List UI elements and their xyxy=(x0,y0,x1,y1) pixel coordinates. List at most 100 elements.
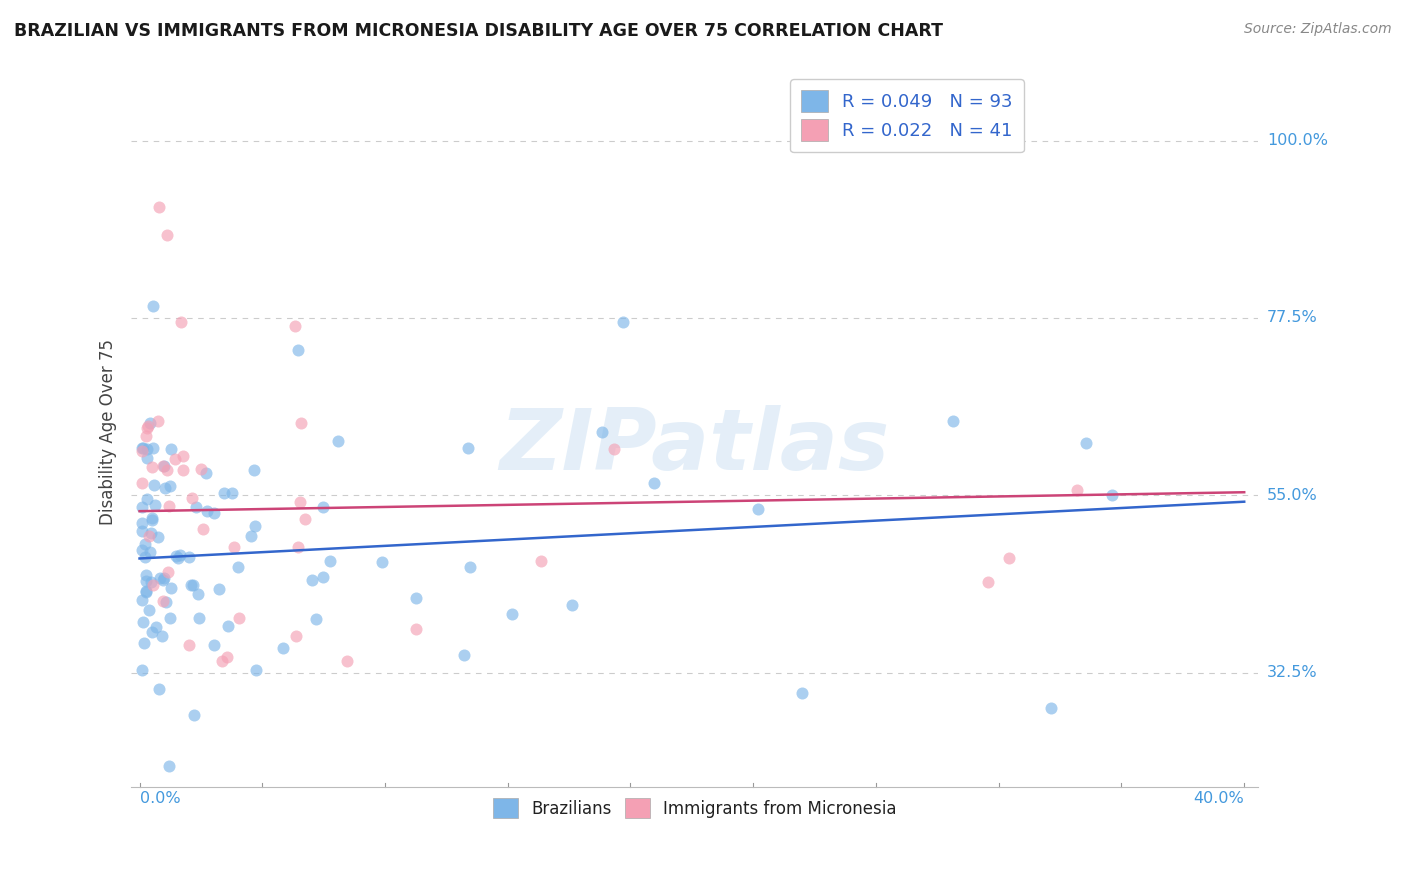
Point xyxy=(139,417,162,431)
Point xyxy=(135,584,157,599)
Point xyxy=(208,582,231,596)
Point xyxy=(132,441,155,455)
Point xyxy=(211,654,233,668)
Point xyxy=(195,504,218,518)
Point xyxy=(143,478,166,492)
Point xyxy=(284,318,307,333)
Point xyxy=(312,500,335,514)
Point xyxy=(157,759,180,773)
Point xyxy=(336,654,359,668)
Point xyxy=(643,476,665,491)
Text: BRAZILIAN VS IMMIGRANTS FROM MICRONESIA DISABILITY AGE OVER 75 CORRELATION CHART: BRAZILIAN VS IMMIGRANTS FROM MICRONESIA … xyxy=(14,22,943,40)
Point xyxy=(187,587,209,601)
Text: Source: ZipAtlas.com: Source: ZipAtlas.com xyxy=(1244,22,1392,37)
Point xyxy=(530,554,553,568)
Point xyxy=(159,478,181,492)
Point xyxy=(245,518,267,533)
Point xyxy=(157,499,180,513)
Point xyxy=(145,620,167,634)
Point xyxy=(290,416,312,430)
Point xyxy=(131,500,153,515)
Point xyxy=(977,574,1000,589)
Point xyxy=(287,540,309,554)
Point xyxy=(131,615,153,629)
Point xyxy=(156,463,179,477)
Point xyxy=(134,550,156,565)
Point xyxy=(1066,483,1088,497)
Point xyxy=(326,434,349,448)
Point xyxy=(180,491,202,505)
Point xyxy=(131,663,153,677)
Point xyxy=(179,638,201,652)
Point xyxy=(271,640,294,655)
Point xyxy=(156,228,179,243)
Point xyxy=(245,664,267,678)
Text: 100.0%: 100.0% xyxy=(1267,133,1329,148)
Y-axis label: Disability Age Over 75: Disability Age Over 75 xyxy=(100,339,117,525)
Point xyxy=(148,414,170,428)
Point xyxy=(602,442,624,457)
Point xyxy=(149,571,172,585)
Point xyxy=(190,462,212,476)
Point xyxy=(304,612,326,626)
Point xyxy=(136,492,159,507)
Point xyxy=(591,425,613,440)
Point xyxy=(212,486,235,500)
Point xyxy=(172,463,194,477)
Point xyxy=(177,549,200,564)
Point xyxy=(221,486,243,500)
Point xyxy=(458,560,481,574)
Point xyxy=(139,526,162,541)
Point xyxy=(183,708,205,723)
Point xyxy=(148,200,170,214)
Point xyxy=(141,511,163,525)
Point xyxy=(153,458,176,473)
Point xyxy=(1039,701,1062,715)
Point xyxy=(163,452,186,467)
Point xyxy=(166,551,188,566)
Point xyxy=(319,554,342,568)
Point xyxy=(170,315,193,329)
Point xyxy=(157,565,180,579)
Point xyxy=(370,555,392,569)
Text: 55.0%: 55.0% xyxy=(1267,488,1317,503)
Point xyxy=(152,594,174,608)
Point xyxy=(142,578,165,592)
Point xyxy=(135,584,157,599)
Text: 32.5%: 32.5% xyxy=(1267,665,1317,681)
Point xyxy=(135,574,157,588)
Point xyxy=(135,567,157,582)
Point xyxy=(135,450,157,465)
Point xyxy=(139,575,162,590)
Point xyxy=(1074,436,1097,450)
Point xyxy=(224,540,246,554)
Point xyxy=(792,685,814,699)
Point xyxy=(1101,488,1123,502)
Point xyxy=(142,441,165,455)
Point xyxy=(453,648,475,663)
Point xyxy=(131,524,153,538)
Text: 77.5%: 77.5% xyxy=(1267,310,1317,326)
Point xyxy=(612,315,634,329)
Point xyxy=(131,475,153,490)
Point xyxy=(311,570,333,584)
Text: 0.0%: 0.0% xyxy=(139,791,180,806)
Point xyxy=(457,441,479,455)
Point xyxy=(202,638,225,652)
Point xyxy=(228,611,250,625)
Point xyxy=(135,442,157,456)
Point xyxy=(202,506,225,520)
Point xyxy=(215,649,238,664)
Point xyxy=(153,571,176,585)
Point xyxy=(138,529,160,543)
Point xyxy=(155,481,177,495)
Point xyxy=(142,299,165,313)
Point xyxy=(131,543,153,558)
Legend: Brazilians, Immigrants from Micronesia: Brazilians, Immigrants from Micronesia xyxy=(486,791,903,825)
Point xyxy=(195,466,218,480)
Point xyxy=(243,463,266,477)
Point xyxy=(132,636,155,650)
Point xyxy=(136,418,159,433)
Point xyxy=(405,591,427,605)
Point xyxy=(294,512,316,526)
